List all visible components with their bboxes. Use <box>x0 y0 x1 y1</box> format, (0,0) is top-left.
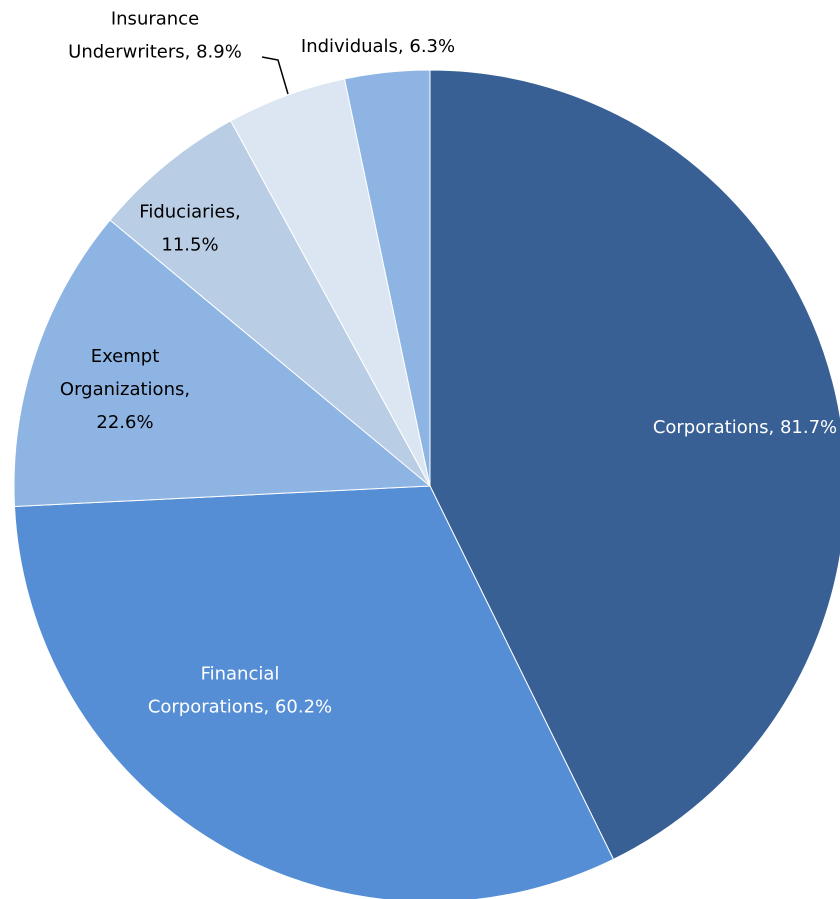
leader-line <box>261 56 289 95</box>
pie-slice <box>109 120 431 487</box>
pie-slice <box>343 69 431 487</box>
pie-slice <box>13 485 615 899</box>
data-label: Corporations, 81.7% <box>653 417 837 438</box>
data-label: Exempt Organizations, 22.6% <box>60 346 190 433</box>
data-label: Insurance Underwriters, 8.9% <box>68 9 242 63</box>
pie-slice <box>429 69 840 861</box>
data-label: Individuals, 6.3% <box>301 36 455 57</box>
pie-slice <box>13 219 432 508</box>
data-label: Fiduciaries, 11.5% <box>139 202 240 256</box>
data-label: Financial Corporations, 60.2% <box>148 664 332 718</box>
